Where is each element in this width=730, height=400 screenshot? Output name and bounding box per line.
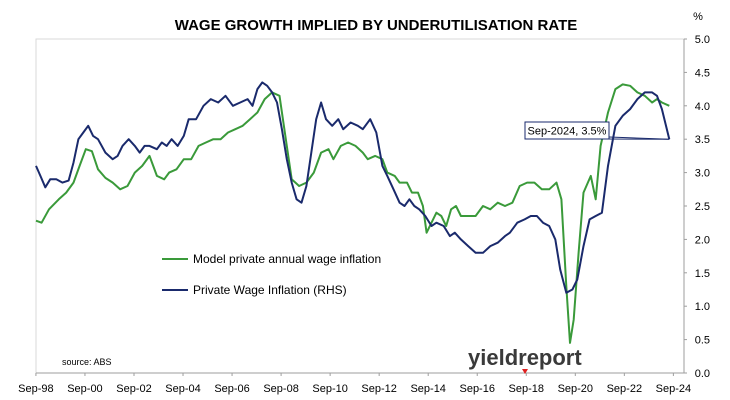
y-tick-label: 2.0 xyxy=(695,234,710,246)
x-tick-label: Sep-20 xyxy=(558,383,593,395)
x-tick-label: Sep-10 xyxy=(312,383,347,395)
series-line-model-wage-inflation xyxy=(35,83,670,344)
x-tick-label: Sep-24 xyxy=(656,383,691,395)
y-tick-label: 4.0 xyxy=(695,101,710,113)
x-tick-label: Sep-12 xyxy=(361,383,396,395)
x-tick-label: Sep-02 xyxy=(116,383,151,395)
x-tick-label: Sep-08 xyxy=(263,383,298,395)
y-tick-label: 5.0 xyxy=(695,34,710,46)
legend-label: Private Wage Inflation (RHS) xyxy=(193,283,347,297)
chart-title: WAGE GROWTH IMPLIED BY UNDERUTILISATION … xyxy=(175,17,578,34)
y-tick-label: 3.0 xyxy=(695,168,710,180)
source-note: source: ABS xyxy=(62,357,112,367)
annotation: Sep-2024, 3.5% xyxy=(524,121,670,140)
x-tick-label: Sep-00 xyxy=(67,383,102,395)
legend-label: Model private annual wage inflation xyxy=(193,252,381,266)
x-tick-label: Sep-22 xyxy=(607,383,642,395)
y-tick-label: 0.5 xyxy=(695,335,710,347)
logo: yieldreport xyxy=(468,345,582,374)
annotation-label: Sep-2024, 3.5% xyxy=(528,126,607,138)
y-axis: 0.0 0.5 1.0 1.5 2.0 2.5 3.0 3.5 4.0 4.5 5.0 xyxy=(683,34,710,380)
x-tick-label: Sep-06 xyxy=(214,383,249,395)
y-tick-label: 0.0 xyxy=(695,368,710,380)
x-tick-label: Sep-16 xyxy=(459,383,494,395)
y-axis-unit: % xyxy=(693,11,703,23)
yieldreport-logo: yieldreport xyxy=(468,345,582,370)
legend: Model private annual wage inflation Priva… xyxy=(162,252,381,297)
x-axis: Sep-98 Sep-00 Sep-02 Sep-04 Sep-06 Sep-08 Sep-… xyxy=(18,372,691,395)
y-tick-label: 1.5 xyxy=(695,268,710,280)
series-line-private-wage-inflation xyxy=(35,81,671,294)
y-tick-label: 3.5 xyxy=(695,134,710,146)
annotation-box xyxy=(524,121,610,140)
plot-area xyxy=(35,38,685,374)
logo-marker-icon xyxy=(522,369,528,374)
y-tick-label: 4.5 xyxy=(695,67,710,79)
y-tick-label: 1.0 xyxy=(695,301,710,313)
series-layer xyxy=(35,81,671,344)
y-tick-label: 2.5 xyxy=(695,201,710,213)
x-tick-label: Sep-98 xyxy=(18,383,53,395)
x-tick-label: Sep-18 xyxy=(509,383,544,395)
x-tick-label: Sep-04 xyxy=(165,383,200,395)
x-tick-label: Sep-14 xyxy=(410,383,445,395)
